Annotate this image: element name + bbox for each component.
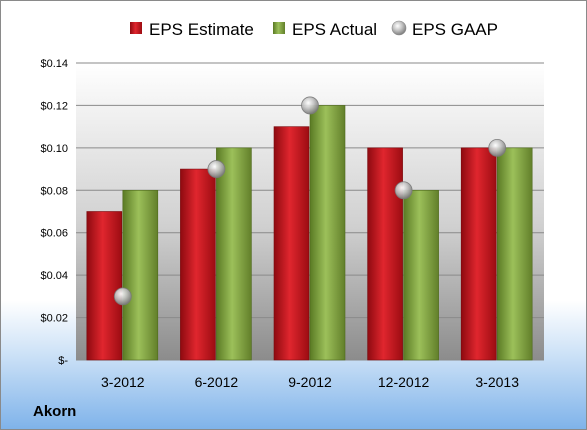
y-tick-label: $0.06	[40, 228, 68, 240]
bar-series	[86, 105, 533, 361]
actual-bar	[122, 189, 159, 361]
legend-label: EPS Estimate	[149, 20, 254, 39]
gaap-markers	[113, 96, 507, 306]
x-category-label: 3-2012	[101, 374, 145, 390]
gaap-marker	[488, 138, 507, 157]
x-category-label: 3-2013	[475, 374, 519, 390]
company-name: Akorn	[33, 403, 77, 420]
legend-swatch	[273, 22, 285, 34]
actual-bar	[309, 105, 346, 361]
actual-bar	[403, 189, 439, 361]
y-tick-label: $0.14	[40, 58, 68, 70]
y-tick-label: $0.02	[40, 313, 68, 325]
y-tick-label: $0.10	[40, 143, 68, 155]
x-category-label: 9-2012	[288, 374, 332, 390]
y-tick-label: $0.12	[40, 100, 68, 112]
legend-label: EPS GAAP	[412, 20, 498, 39]
y-axis: $- $0.02 $0.04 $0.06 $0.08 $0.10 $0.12 $0.14	[40, 58, 68, 367]
gaap-marker	[207, 160, 226, 178]
chart-legend: EPS Estimate EPS Actual EPS GAAP	[130, 20, 498, 39]
x-category-label: 12-2012	[378, 374, 430, 390]
y-tick-label: $0.04	[40, 270, 68, 282]
legend-swatch	[130, 22, 142, 34]
estimate-bar	[460, 147, 497, 361]
legend-swatch	[391, 20, 407, 36]
gaap-marker	[113, 287, 132, 306]
x-category-label: 6-2012	[195, 374, 239, 390]
actual-bar	[216, 147, 252, 361]
legend-label: EPS Actual	[292, 20, 377, 39]
estimate-bar	[86, 211, 123, 361]
actual-bar	[496, 147, 533, 361]
y-tick-label: $-	[58, 355, 68, 367]
gaap-marker	[301, 96, 319, 115]
estimate-bar	[273, 126, 310, 361]
gaap-marker	[394, 181, 413, 200]
y-tick-label: $0.08	[40, 185, 68, 197]
estimate-bar	[367, 147, 403, 361]
x-axis: 3-2012 6-2012 9-2012 12-2012 3-2013	[101, 374, 519, 390]
estimate-bar	[180, 168, 216, 361]
